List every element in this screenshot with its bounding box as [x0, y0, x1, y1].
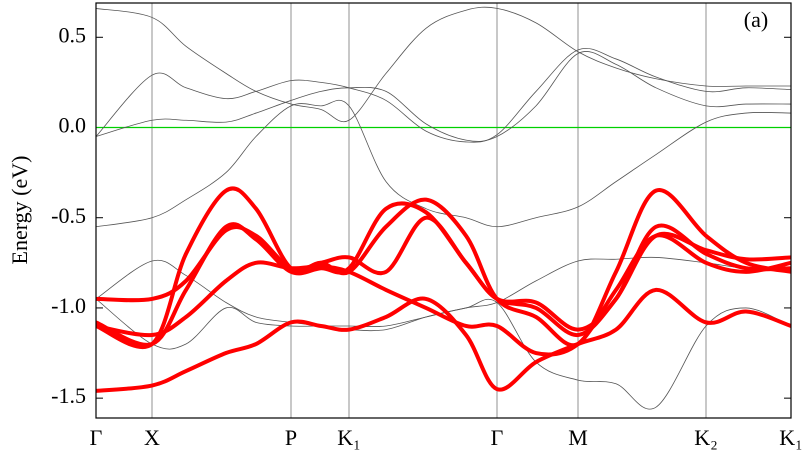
- x-tick-label: P: [285, 425, 297, 450]
- annotation: (a): [744, 7, 768, 32]
- band: [96, 99, 791, 228]
- x-tick-label: K₁: [337, 425, 361, 450]
- band: [96, 6, 791, 123]
- x-tick-label: K₁: [779, 425, 803, 450]
- x-tick-label: Γ: [491, 425, 504, 450]
- x-tick-label: X: [144, 425, 160, 450]
- x-tick-label: Γ: [90, 425, 103, 450]
- y-tick-label: -1.5: [51, 383, 86, 408]
- band: [96, 287, 791, 393]
- y-axis-label: Energy (eV): [7, 156, 32, 265]
- band: [96, 298, 791, 410]
- band: [96, 201, 791, 347]
- y-tick-label: 0.5: [59, 22, 87, 47]
- band: [96, 51, 791, 142]
- band: [96, 186, 791, 349]
- band: [96, 48, 791, 143]
- x-tick-label: M: [568, 425, 588, 450]
- band: [96, 233, 791, 357]
- y-tick-label: -1.0: [51, 293, 86, 318]
- y-tick-label: -0.5: [51, 203, 86, 228]
- y-tick-label: 0.0: [59, 113, 87, 138]
- x-tick-label: K₂: [694, 425, 718, 450]
- band: [96, 215, 791, 332]
- plot-frame: [95, 2, 792, 419]
